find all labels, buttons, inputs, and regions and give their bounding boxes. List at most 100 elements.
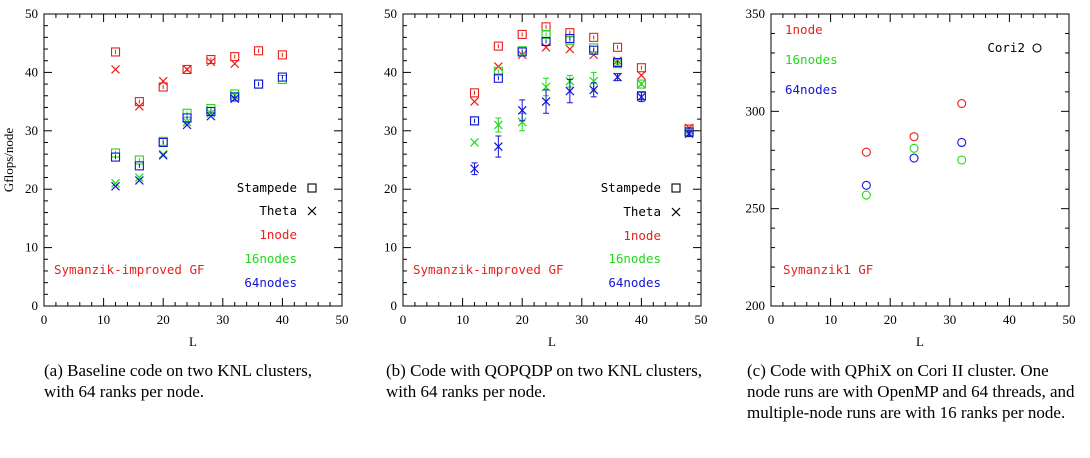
- series-cori2-64nodes: [861, 137, 967, 190]
- data-point: [684, 129, 694, 139]
- series-theta-64nodes: [111, 94, 240, 191]
- data-point: [134, 173, 144, 182]
- y-tick-label: 0: [32, 298, 39, 313]
- data-point: [206, 55, 216, 65]
- data-point: [182, 113, 192, 123]
- data-point: [493, 142, 503, 151]
- y-tick-label: 40: [384, 64, 397, 79]
- legend-marker: [307, 183, 317, 193]
- x-tick-label: 30: [943, 312, 956, 327]
- legend-label: Cori2: [987, 40, 1025, 55]
- series-cori2-16nodes: [861, 143, 967, 200]
- data-point: [909, 143, 919, 153]
- series-stampede-16nodes: [469, 29, 694, 137]
- legend-label: 64nodes: [785, 82, 838, 97]
- data-point: [565, 44, 575, 54]
- data-point: [254, 79, 264, 89]
- annotation-label: Symanzik-improved GF: [54, 262, 205, 277]
- legend: 1node 16nodes 64nodes Cori2: [785, 22, 1042, 97]
- series-cori2-1node: [861, 98, 967, 157]
- legend-marker: [671, 207, 681, 217]
- data-point: [470, 164, 479, 174]
- series-theta-1node: [470, 42, 694, 133]
- data-point: [158, 82, 168, 92]
- data-point: [134, 101, 144, 111]
- data-point: [206, 57, 216, 67]
- legend-label: 64nodes: [244, 275, 297, 290]
- data-point: [230, 52, 240, 62]
- caption-b: (b) Code with QOPQDP on two KNL clusters…: [386, 361, 703, 401]
- data-point: [589, 32, 599, 42]
- data-point: [493, 120, 503, 130]
- legend-label: 1node: [623, 228, 661, 243]
- x-tick-label: 40: [635, 312, 648, 327]
- legend-label: 1node: [785, 22, 823, 37]
- data-point: [493, 66, 503, 76]
- panel-a: 0 10 20 30 40 50 0 10 20 30 40 50 L Gflops/node Stampe…: [1, 6, 349, 349]
- legend-marker: [671, 183, 681, 193]
- data-point: [636, 70, 646, 80]
- x-tick-label: 50: [695, 312, 708, 327]
- x-tick-label: 50: [336, 312, 349, 327]
- y-tick-label: 30: [384, 123, 397, 138]
- data-point: [861, 180, 871, 190]
- data-point: [182, 64, 192, 75]
- data-point: [182, 65, 192, 74]
- annotation-label: Symanzik-improved GF: [413, 262, 564, 277]
- x-tick-label: 0: [400, 312, 407, 327]
- data-point: [134, 176, 144, 185]
- legend-label: Stampede: [237, 180, 297, 195]
- legend-marker: [307, 206, 317, 216]
- data-point: [565, 86, 575, 96]
- data-point: [636, 79, 646, 89]
- panel-c: 0 10 20 30 40 50 200 250 300 350 L 1node 16nodes 64no…: [746, 6, 1076, 349]
- series-theta-64nodes: [470, 72, 694, 176]
- data-point: [158, 150, 168, 160]
- legend-label: 16nodes: [244, 251, 297, 266]
- data-point: [636, 63, 646, 73]
- series-stampede-16nodes: [110, 74, 287, 165]
- data-point: [230, 92, 240, 102]
- data-point: [111, 181, 120, 191]
- data-point: [110, 47, 121, 57]
- data-point: [254, 46, 264, 56]
- y-tick-label: 20: [384, 181, 397, 196]
- x-axis-label: L: [189, 334, 197, 349]
- data-point: [470, 97, 479, 107]
- x-tick-label: 20: [884, 312, 897, 327]
- x-tick-label: 20: [157, 312, 170, 327]
- y-tick-label: 30: [25, 123, 38, 138]
- x-tick-label: 40: [1003, 312, 1016, 327]
- series-theta-1node: [111, 57, 240, 111]
- series-stampede-64nodes: [469, 33, 694, 137]
- data-point: [277, 72, 287, 82]
- data-point: [470, 138, 479, 147]
- y-tick-label: 50: [25, 6, 38, 21]
- x-axis-label: L: [548, 334, 556, 349]
- data-point: [613, 72, 622, 82]
- data-point: [636, 92, 646, 102]
- data-point: [111, 65, 120, 74]
- x-tick-label: 30: [575, 312, 588, 327]
- y-tick-label: 200: [746, 298, 766, 313]
- caption-c: (c) Code with QPhiX on Cori II cluster. …: [747, 361, 1075, 422]
- x-tick-label: 10: [456, 312, 469, 327]
- data-point: [541, 97, 551, 107]
- data-point: [493, 41, 503, 51]
- legend-label: Theta: [623, 204, 661, 219]
- data-point: [493, 62, 503, 71]
- x-axis-label: L: [916, 334, 924, 349]
- legend-label: Theta: [259, 203, 297, 218]
- data-point: [230, 94, 240, 104]
- legend-label: 1node: [259, 227, 297, 242]
- data-point: [469, 116, 480, 126]
- data-point: [517, 47, 527, 57]
- data-point: [230, 59, 240, 69]
- data-point: [111, 178, 120, 188]
- data-point: [589, 76, 599, 86]
- data-point: [589, 85, 599, 95]
- caption-a: (a) Baseline code on two KNL clusters, w…: [44, 361, 312, 401]
- data-point: [565, 33, 575, 44]
- data-point: [613, 57, 623, 68]
